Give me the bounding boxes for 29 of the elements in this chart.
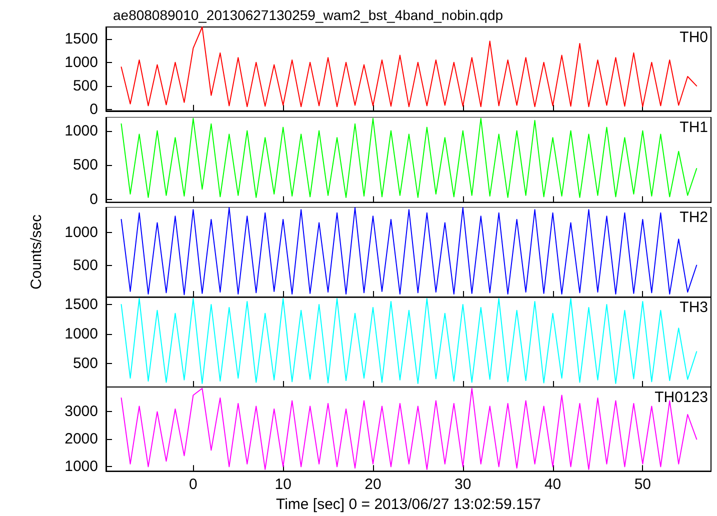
y-tick-label: 500 xyxy=(72,156,98,174)
x-tick-label: 50 xyxy=(634,476,652,494)
y-tick-label: 0 xyxy=(90,191,98,208)
x-tick-label: 30 xyxy=(454,476,472,494)
y-tick-label: 500 xyxy=(72,256,98,274)
y-tick-label: 1500 xyxy=(64,30,98,48)
series-label: TH0 xyxy=(680,29,708,46)
y-tick-label: 500 xyxy=(72,77,98,94)
y-tick-label: 1000 xyxy=(64,224,98,242)
y-tick-label: 1000 xyxy=(64,122,98,140)
series-label: TH1 xyxy=(680,119,708,136)
series-label: TH0123 xyxy=(654,389,708,406)
y-tick-label: 1000 xyxy=(64,458,98,476)
series-label: TH3 xyxy=(680,299,708,316)
y-tick-label: 2000 xyxy=(64,430,98,448)
y-tick-label: 1000 xyxy=(64,325,98,342)
y-tick-label: 0 xyxy=(90,101,98,118)
y-tick-label: 500 xyxy=(72,354,98,372)
chart-title: ae808089010_20130627130259_wam2_bst_4band_nobin.qdp xyxy=(113,7,504,23)
x-axis-title: Time [sec] 0 = 2013/06/27 13:02:59.157 xyxy=(276,496,542,513)
y-tick-label: 1000 xyxy=(64,54,98,71)
y-tick-label: 3000 xyxy=(64,403,98,420)
series-label: TH2 xyxy=(680,209,708,226)
y-tick-label: 1500 xyxy=(64,296,98,313)
y-axis-title: Counts/sec xyxy=(28,214,45,290)
x-tick-label: 40 xyxy=(544,476,562,494)
x-tick-label: 10 xyxy=(274,476,292,494)
x-tick-label: 0 xyxy=(189,476,198,494)
x-tick-label: 20 xyxy=(364,476,382,494)
